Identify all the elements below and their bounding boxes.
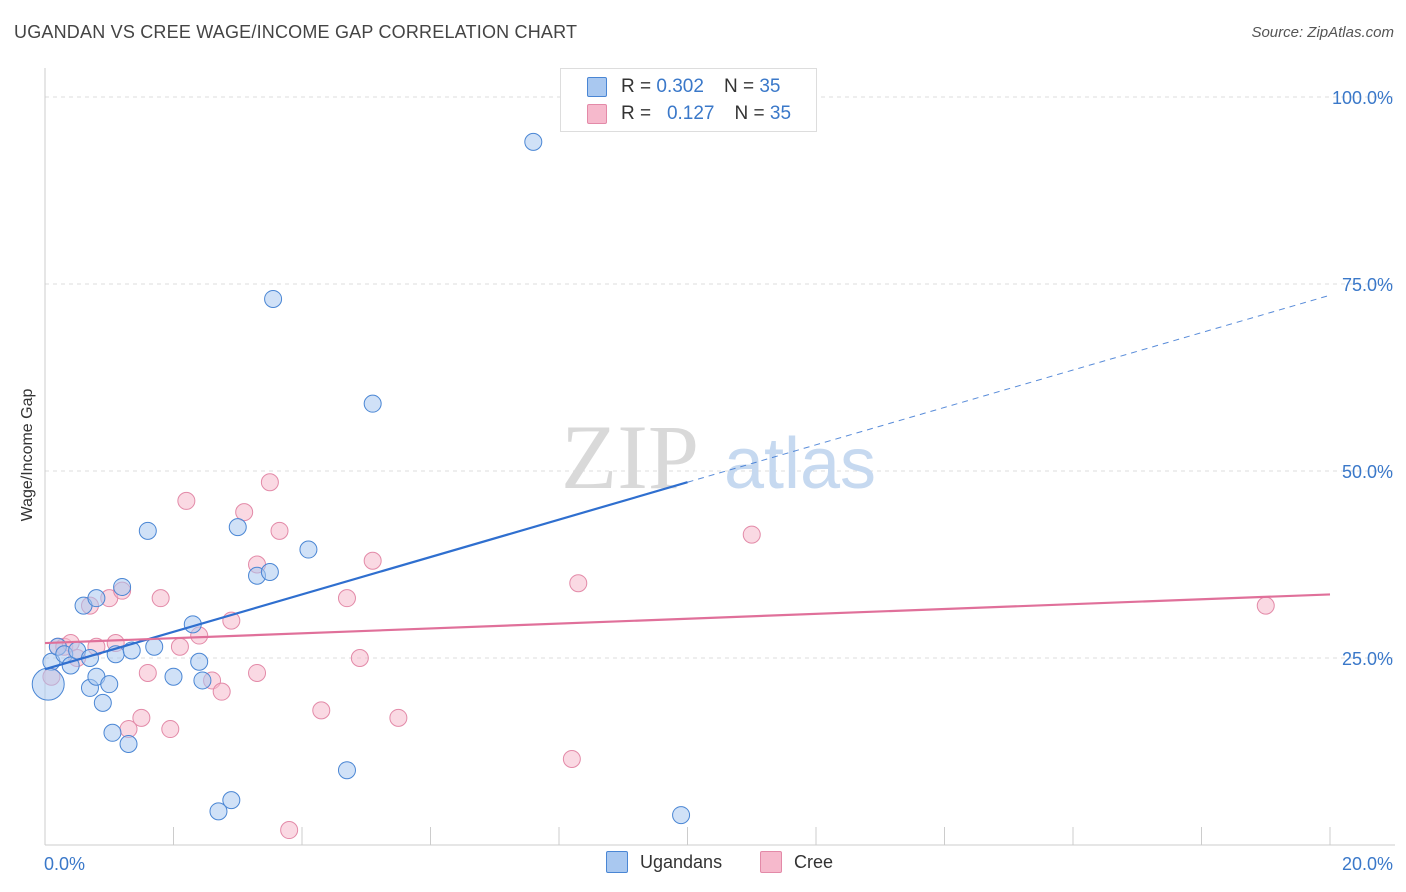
cree-point (161, 720, 180, 739)
legend-item-ugandans[interactable]: Ugandans (606, 851, 722, 873)
cree-legend-swatch (760, 851, 782, 873)
stats-row-cree: R = 0.127 N = 35 (587, 102, 791, 126)
n-label: N = (734, 103, 765, 124)
chart-source: Source: ZipAtlas.com (1251, 24, 1394, 41)
r-value: 0.302 (656, 76, 704, 97)
cree-point (235, 503, 254, 522)
ugandans-trend-extension (687, 294, 1331, 483)
cree-point (260, 473, 279, 492)
r-value: 0.127 (666, 103, 715, 124)
ugandans-legend-swatch (606, 851, 628, 873)
ugandans-point (193, 671, 212, 690)
cree-trend-line (44, 593, 1331, 645)
cree-point (280, 821, 299, 840)
stats-row-ugandans: R = 0.302 N = 35 (587, 75, 780, 99)
cree-point (312, 701, 331, 720)
cree-point (1256, 596, 1275, 615)
ugandans-point (260, 562, 279, 581)
x-tick-label: 0.0% (44, 854, 85, 874)
ugandans-point (138, 521, 157, 540)
chart-title: UGANDAN VS CREE WAGE/INCOME GAP CORRELAT… (14, 22, 578, 42)
n-label: N = (723, 76, 755, 97)
cree-swatch (587, 104, 607, 124)
x-tick-label: 20.0% (1342, 854, 1393, 874)
watermark: ZIP atlas (561, 406, 876, 508)
cree-point (170, 637, 189, 656)
n-value: 35 (759, 76, 781, 97)
grid-lines (45, 96, 1395, 659)
cree-point (389, 708, 408, 727)
cree-point (562, 749, 581, 768)
legend-item-cree[interactable]: Cree (760, 851, 833, 873)
cree-point (270, 521, 289, 540)
ugandans-point (100, 675, 119, 694)
y-tick-label: 75.0% (1342, 275, 1393, 295)
ugandans-trend-line (44, 481, 688, 671)
watermark-atlas: atlas (724, 424, 876, 504)
y-tick-label: 100.0% (1332, 88, 1393, 108)
cree-point (248, 663, 267, 682)
cree-point (742, 525, 761, 544)
ugandans-point (672, 806, 691, 825)
ugandans-point (31, 667, 65, 701)
stats-legend: R = 0.302 N = 35 R = 0.127 N = 35 (560, 68, 817, 132)
r-label: R = (621, 103, 652, 124)
cree-point (212, 682, 231, 701)
ugandans-point (222, 791, 241, 810)
ugandans-point (93, 693, 112, 712)
r-label: R = (621, 76, 652, 97)
ugandans-points (31, 132, 691, 825)
cree-point (350, 649, 369, 667)
axes (44, 68, 1395, 846)
y-tick-label: 50.0% (1342, 462, 1393, 482)
trend-lines (44, 294, 1331, 671)
cree-point (337, 589, 356, 608)
y-tick-label: 25.0% (1342, 649, 1393, 669)
ugandans-point (113, 577, 132, 596)
n-value: 35 (769, 103, 792, 124)
ugandans-point (209, 802, 228, 821)
cree-point (363, 551, 382, 570)
ugandans-point (103, 723, 122, 742)
cree-point (569, 574, 588, 593)
ugandans-swatch (587, 77, 607, 97)
ugandans-point (524, 132, 543, 151)
ugandans-point (190, 652, 209, 671)
ugandans-point (363, 394, 382, 413)
ugandans-point (119, 735, 138, 754)
watermark-zip: ZIP (561, 406, 699, 508)
ugandans-point (264, 289, 283, 308)
ugandans-point (228, 518, 247, 537)
legend-label-cree: Cree (794, 851, 834, 872)
cree-point (151, 589, 170, 608)
ugandans-point (145, 637, 164, 656)
tick-labels: 25.0% 50.0% 75.0% 100.0% 0.0% 20.0% (44, 88, 1393, 874)
cree-point (138, 663, 157, 682)
cree-point (132, 708, 151, 727)
legend-label-ugandans: Ugandans (640, 851, 723, 872)
cree-point (177, 491, 196, 510)
cree-points (42, 473, 1275, 840)
ugandans-point (164, 667, 183, 686)
ugandans-point (337, 761, 356, 780)
ugandans-point (299, 540, 318, 559)
ugandans-point (87, 589, 106, 608)
series-legend: Ugandans Cree (0, 851, 1406, 877)
